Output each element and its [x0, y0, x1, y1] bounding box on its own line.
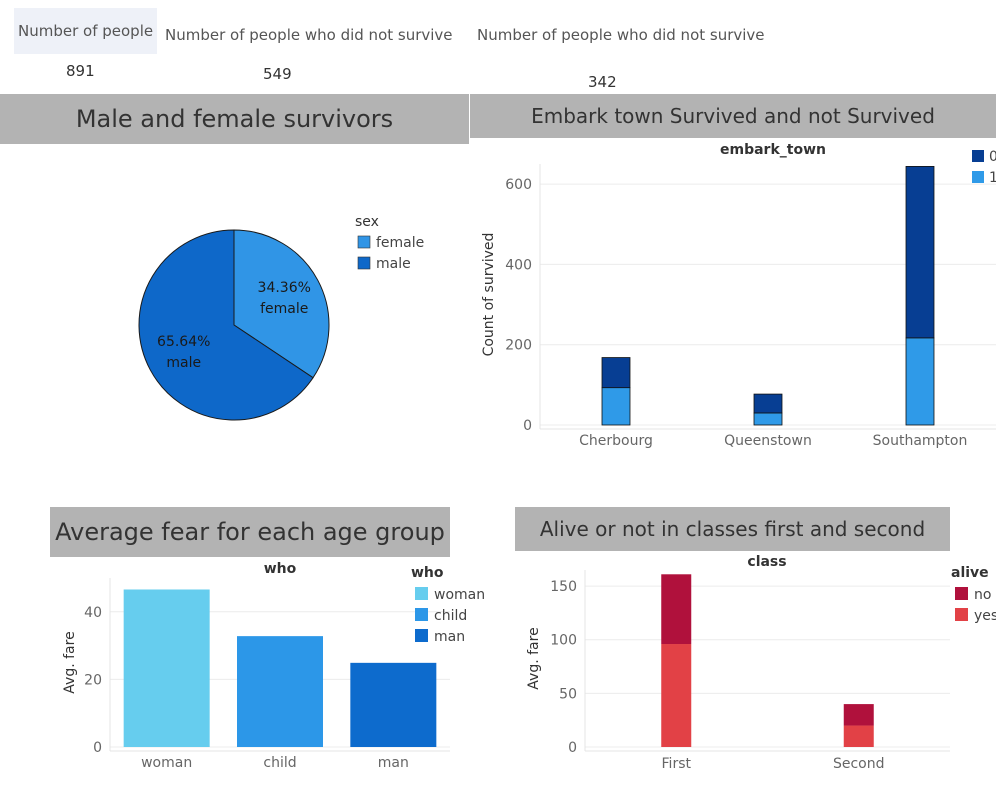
who-title: who	[264, 561, 297, 577]
who-xtick-man: man	[378, 755, 409, 771]
embark-ylabel: Count of survived	[481, 233, 497, 357]
who-bar-man	[350, 662, 437, 747]
pie-label-name-female: female	[260, 301, 308, 317]
class-title: class	[747, 554, 786, 570]
pie-legend-swatch-female	[357, 235, 371, 249]
who-ytick-40: 40	[84, 605, 102, 621]
class-bar-second-yes	[843, 725, 874, 747]
kpi-label-not-survived: Number of people who did not survive	[165, 26, 453, 44]
banner-sex: Male and female survivors	[0, 94, 469, 144]
embark-ytick-400: 400	[505, 257, 532, 273]
who-legend-swatch-woman	[415, 587, 428, 600]
banner-class: Alive or not in classes first and second	[515, 507, 950, 551]
class-legend-label-yes: yes	[974, 608, 996, 624]
class-bar-first-yes	[661, 644, 692, 747]
who-legend-swatch-child	[415, 608, 428, 621]
embark-legend-swatch-0	[972, 150, 984, 162]
embark-bar-southampton-1	[905, 337, 935, 426]
kpi-value-not-survived: 549	[263, 65, 292, 83]
embark-legend-swatch-1	[972, 171, 984, 183]
embark-xtick-queenstown: Queenstown	[724, 433, 812, 449]
banner-who: Average fear for each age group	[50, 507, 450, 557]
embark-bar-southampton-0	[905, 166, 935, 339]
who-legend-swatch-man	[415, 629, 428, 642]
class-bar-first-no	[661, 574, 692, 645]
who-xtick-child: child	[263, 755, 296, 771]
pie-label-name-male: male	[166, 355, 201, 371]
class-ylabel: Avg. fare	[526, 627, 542, 689]
embark-xtick-cherbourg: Cherbourg	[579, 433, 653, 449]
who-legend-title: who	[411, 565, 444, 581]
embark-legend-label-1: 1	[989, 170, 996, 186]
embark-ytick-600: 600	[505, 177, 532, 193]
class-legend-swatch-yes	[955, 608, 968, 621]
embark-xtick-southampton: Southampton	[873, 433, 968, 449]
who-ytick-20: 20	[84, 672, 102, 688]
embark-bar-cherbourg-1	[601, 387, 631, 426]
who-legend-label-child: child	[434, 608, 467, 624]
kpi-value-total: 891	[66, 62, 95, 80]
who-bar-woman	[123, 589, 210, 747]
pie-legend-label-female: female	[376, 235, 424, 251]
kpi-box-total	[14, 8, 157, 54]
pie-label-pct-female: 34.36%	[258, 280, 311, 296]
kpi-label-survived: Number of people who did not survive	[477, 26, 765, 44]
class-xtick-second: Second	[833, 756, 885, 772]
embark-bar-cherbourg-0	[601, 357, 631, 389]
class-legend-label-no: no	[974, 587, 991, 603]
who-ytick-0: 0	[93, 740, 102, 756]
who-ylabel: Avg. fare	[62, 631, 78, 693]
pie-slice-male	[138, 229, 314, 421]
class-ytick-150: 150	[550, 579, 577, 595]
who-bar-child	[237, 636, 323, 747]
pie-legend-title: sex	[355, 214, 379, 230]
pie-legend-swatch-male	[357, 256, 371, 270]
class-legend-swatch-no	[955, 587, 968, 600]
who-xtick-woman: woman	[141, 755, 192, 771]
class-ytick-50: 50	[559, 686, 577, 702]
class-legend-title: alive	[951, 565, 989, 581]
kpi-value-survived: 342	[588, 73, 617, 91]
who-legend-label-woman: woman	[434, 587, 485, 603]
class-xtick-first: First	[662, 756, 692, 772]
who-legend-label-man: man	[434, 629, 465, 645]
pie-legend-label-male: male	[376, 256, 411, 272]
kpi-label-total: Number of people	[18, 22, 154, 40]
pie-label-pct-male: 65.64%	[157, 334, 210, 350]
class-bar-second-no	[843, 704, 874, 726]
embark-ytick-200: 200	[505, 338, 532, 354]
class-ytick-100: 100	[550, 633, 577, 649]
embark-ytick-0: 0	[523, 418, 532, 434]
banner-embark: Embark town Survived and not Survived	[470, 94, 996, 138]
class-ytick-0: 0	[568, 740, 577, 756]
embark-legend-label-0: 0	[989, 149, 996, 165]
embark-bar-queenstown-0	[753, 393, 783, 414]
embark-title: embark_town	[720, 142, 826, 158]
